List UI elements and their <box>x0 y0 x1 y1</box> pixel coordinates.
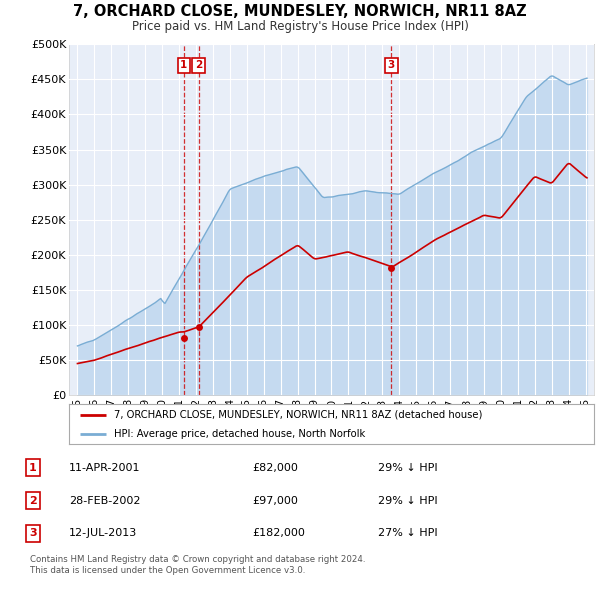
Text: 27% ↓ HPI: 27% ↓ HPI <box>378 529 437 539</box>
Text: 12-JUL-2013: 12-JUL-2013 <box>69 529 137 539</box>
Text: 7, ORCHARD CLOSE, MUNDESLEY, NORWICH, NR11 8AZ (detached house): 7, ORCHARD CLOSE, MUNDESLEY, NORWICH, NR… <box>113 410 482 420</box>
Text: HPI: Average price, detached house, North Norfolk: HPI: Average price, detached house, Nort… <box>113 429 365 438</box>
Text: £182,000: £182,000 <box>252 529 305 539</box>
Text: Contains HM Land Registry data © Crown copyright and database right 2024.: Contains HM Land Registry data © Crown c… <box>30 555 365 563</box>
Text: This data is licensed under the Open Government Licence v3.0.: This data is licensed under the Open Gov… <box>30 566 305 575</box>
Text: 11-APR-2001: 11-APR-2001 <box>69 463 140 473</box>
Text: 28-FEB-2002: 28-FEB-2002 <box>69 496 140 506</box>
Text: 29% ↓ HPI: 29% ↓ HPI <box>378 496 437 506</box>
Text: 2: 2 <box>195 60 202 70</box>
Text: 3: 3 <box>29 529 37 539</box>
Text: 3: 3 <box>388 60 395 70</box>
Text: 2: 2 <box>29 496 37 506</box>
Text: 1: 1 <box>29 463 37 473</box>
Text: Price paid vs. HM Land Registry's House Price Index (HPI): Price paid vs. HM Land Registry's House … <box>131 20 469 33</box>
Text: £97,000: £97,000 <box>252 496 298 506</box>
Text: 29% ↓ HPI: 29% ↓ HPI <box>378 463 437 473</box>
Text: £82,000: £82,000 <box>252 463 298 473</box>
Text: 7, ORCHARD CLOSE, MUNDESLEY, NORWICH, NR11 8AZ: 7, ORCHARD CLOSE, MUNDESLEY, NORWICH, NR… <box>73 4 527 19</box>
Text: 1: 1 <box>180 60 187 70</box>
